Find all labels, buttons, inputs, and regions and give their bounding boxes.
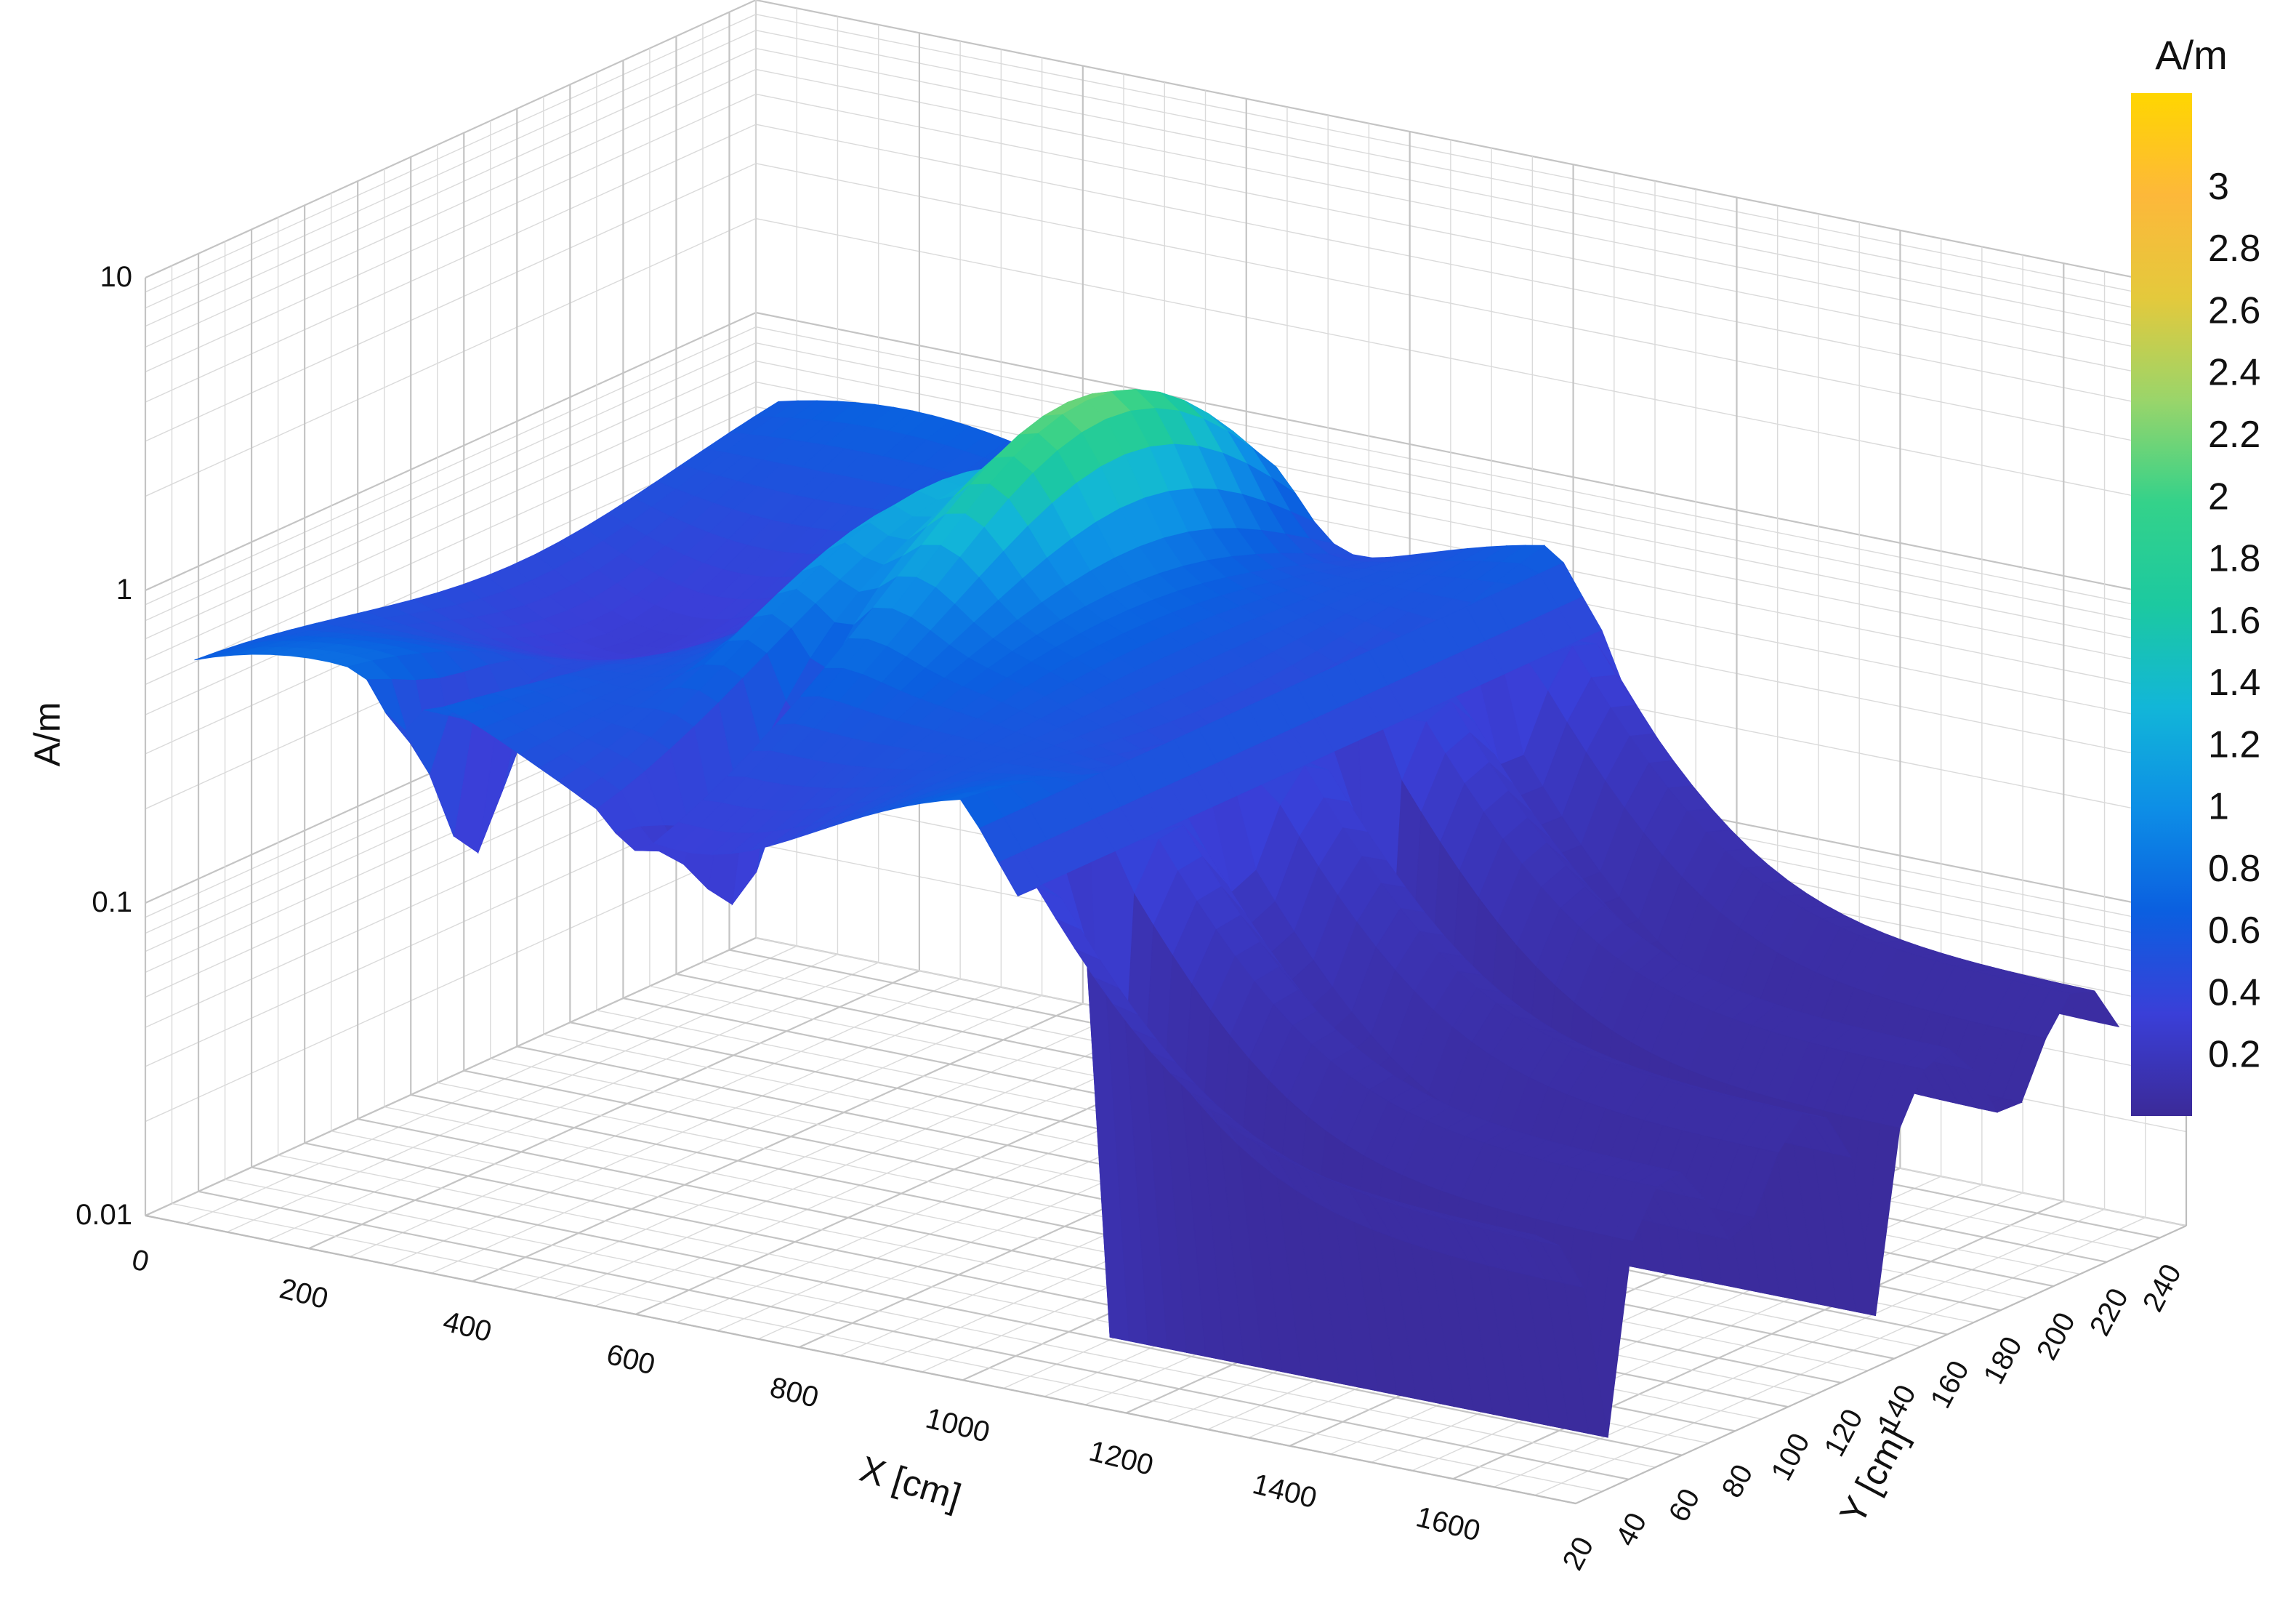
floor-grid-line <box>225 1179 1656 1468</box>
colorbar-tick-label: 0.6 <box>2208 910 2260 952</box>
back-grid-line <box>755 381 2187 671</box>
side-grid-line <box>145 93 757 373</box>
x-tick-label: 600 <box>603 1338 658 1381</box>
z-tick-label: 10 <box>100 261 133 293</box>
back-grid-line <box>755 93 2187 383</box>
floor-grid-line <box>431 995 1042 1274</box>
side-grid-line <box>145 0 757 279</box>
floor-grid-line <box>251 1166 1683 1456</box>
x-tick-label: 1200 <box>1086 1435 1156 1482</box>
colorbar-tick-label: 2.2 <box>2208 414 2260 456</box>
floor-grid-line <box>1494 1208 2105 1488</box>
floor-grid-line <box>349 978 961 1258</box>
y-tick-label: 160 <box>1925 1356 1975 1414</box>
y-tick-label: 240 <box>2137 1259 2188 1317</box>
y-tick-label: 220 <box>2084 1283 2135 1341</box>
floor-grid-line <box>1534 1217 2146 1496</box>
side-grid-line <box>145 217 757 497</box>
floor-grid-line <box>227 953 838 1233</box>
colorbar-tick-label: 0.2 <box>2208 1034 2260 1076</box>
colorbar-gradient <box>2131 93 2192 1116</box>
x-tick-label: 400 <box>440 1305 494 1348</box>
back-grid-line <box>755 360 2187 650</box>
z-tick-label: 0.1 <box>92 886 132 918</box>
box-edge <box>1575 1224 2187 1505</box>
floor-grid-line <box>198 1190 1630 1480</box>
colorbar-tick-label: 1.4 <box>2208 662 2260 704</box>
y-tick-label: 40 <box>1610 1508 1653 1551</box>
back-grid-line <box>755 326 2187 616</box>
y-tick-label: 180 <box>1978 1331 2029 1389</box>
colorbar-tick-label: 2.8 <box>2208 228 2260 270</box>
y-tick-label: 80 <box>1716 1459 1760 1503</box>
floor-grid-line <box>267 962 879 1241</box>
side-grid-line <box>145 30 757 309</box>
floor-grid-line <box>185 945 797 1224</box>
y-tick-label: 60 <box>1663 1483 1707 1527</box>
colorbar-tick-label: 1.2 <box>2208 723 2260 766</box>
x-tick-label: 200 <box>276 1272 331 1315</box>
z-tick-label: 0.01 <box>76 1199 132 1231</box>
x-tick-label: 1400 <box>1249 1468 1320 1514</box>
side-grid-line <box>145 311 757 592</box>
side-grid-line <box>145 124 757 403</box>
back-grid-line <box>755 13 2187 303</box>
floor-grid-line <box>553 1019 1165 1298</box>
floor-grid-line <box>472 1003 1084 1282</box>
colorbar: 0.2 0.4 0.6 0.8 1 1.2 1.4 1.6 1.8 2 2.2 2.4 2.6 2.8 3 <box>2131 93 2260 1116</box>
floor-grid-line <box>1411 1192 2023 1472</box>
colorbar-tick-label: 1 <box>2208 786 2229 828</box>
back-grid-line <box>755 311 2187 602</box>
floor-grid-line <box>512 1011 1124 1290</box>
z-axis-label: A/m <box>27 702 68 767</box>
side-grid-line <box>145 406 757 686</box>
floor-grid-line <box>1452 1200 2064 1480</box>
back-grid-line <box>755 68 2187 358</box>
colorbar-tick-label: 1.8 <box>2208 538 2260 580</box>
back-grid-line <box>755 0 2187 289</box>
z-tick-label: 1 <box>116 574 132 606</box>
floor-grid-line <box>172 1203 1603 1493</box>
side-grid-line <box>145 843 757 1123</box>
x-tick-label: 1000 <box>922 1402 993 1449</box>
y-tick-label: 20 <box>1557 1532 1600 1575</box>
colorbar-tick-label: 3 <box>2208 166 2229 208</box>
colorbar-tick-label: 2.4 <box>2208 352 2260 394</box>
colorbar-tick-label: 0.4 <box>2208 971 2260 1013</box>
side-grid-line <box>145 381 757 661</box>
side-grid-line <box>145 47 757 327</box>
surface-patch <box>1515 1230 1560 1246</box>
surface-mesh <box>194 388 2120 1438</box>
x-tick-label: 800 <box>767 1371 821 1414</box>
x-tick-label: 1600 <box>1413 1501 1483 1547</box>
y-tick-label: 200 <box>2031 1307 2082 1365</box>
back-grid-line <box>755 163 2187 452</box>
back-grid-line <box>755 47 2187 337</box>
back-grid-line <box>755 217 2187 507</box>
side-grid-line <box>145 326 757 606</box>
colorbar-tick-label: 2 <box>2208 475 2229 518</box>
back-grid-line <box>755 124 2187 413</box>
side-grid-line <box>145 14 757 293</box>
floor-grid-line <box>145 936 757 1217</box>
floor-grid-line <box>390 987 1002 1266</box>
y-tick-label: 120 <box>1818 1404 1869 1462</box>
x-axis-label: X [cm] <box>855 1448 966 1517</box>
side-grid-line <box>145 68 757 348</box>
colorbar-tick-label: 2.6 <box>2208 289 2260 332</box>
box-edge <box>145 1214 1576 1505</box>
y-tick-label: 100 <box>1765 1428 1816 1486</box>
side-grid-line <box>145 342 757 622</box>
x-tick-label: 0 <box>129 1243 152 1278</box>
side-grid-line <box>145 163 757 442</box>
back-grid-line <box>755 342 2187 632</box>
side-grid-line <box>145 360 757 640</box>
colorbar-tick-label: 1.6 <box>2208 600 2260 642</box>
colorbar-title: A/m <box>2155 32 2228 78</box>
colorbar-tick-label: 0.8 <box>2208 848 2260 890</box>
floor-grid-line <box>308 970 920 1250</box>
back-grid-line <box>755 29 2187 319</box>
